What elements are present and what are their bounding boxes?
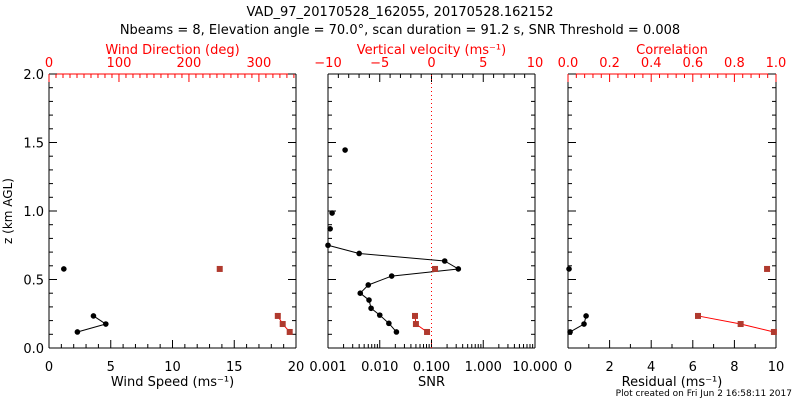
x-tick-label: 0 (45, 360, 53, 375)
data-point (342, 147, 348, 153)
data-point (567, 329, 573, 335)
x-tick-label: 8 (730, 360, 738, 375)
top-x-axis-label: Wind Direction (deg) (105, 43, 239, 58)
x-tick-label: 10 (768, 360, 785, 375)
top-x-tick-label: 100 (107, 56, 132, 71)
x-tick-label: 10.000 (512, 360, 558, 375)
series-line-segment (359, 252, 445, 262)
data-point (581, 321, 587, 327)
data-point (329, 210, 335, 216)
top-x-tick-label: 200 (177, 56, 202, 71)
y-tick-label: 2.0 (23, 68, 44, 83)
data-point (393, 329, 400, 335)
data-point (412, 321, 419, 328)
data-point (566, 266, 572, 272)
top-x-tick-label: 0.6 (682, 56, 703, 71)
x-axis-label: Residual (ms⁻¹) (622, 375, 723, 390)
top-x-tick-label: 5 (479, 56, 487, 71)
top-x-tick-label: 0.2 (599, 56, 620, 71)
y-tick-label: 0.5 (23, 274, 44, 289)
data-point (356, 250, 362, 257)
y-axis-label: z (km AGL) (1, 178, 15, 244)
y-tick-label: 0.0 (23, 342, 44, 357)
data-point (286, 328, 293, 335)
data-point (583, 313, 589, 319)
top-x-tick-label: 1.0 (766, 56, 787, 71)
x-axis-label: Wind Speed (ms⁻¹) (111, 375, 234, 390)
y-tick-label: 1.5 (23, 137, 44, 152)
data-point (770, 328, 777, 335)
data-point (274, 312, 281, 319)
data-point (695, 312, 701, 319)
x-tick-label: 5 (107, 360, 115, 375)
data-point (737, 321, 744, 328)
data-point (216, 265, 223, 272)
x-axis-label: SNR (418, 375, 445, 390)
x-tick-label: 15 (226, 360, 243, 375)
data-point (424, 328, 431, 335)
series-line-segment (391, 268, 459, 277)
x-tick-label: 20 (288, 360, 305, 375)
top-x-tick-label: 0.4 (641, 56, 662, 71)
top-x-axis-label: Vertical velocity (ms⁻¹) (357, 43, 506, 58)
data-point (327, 226, 333, 232)
series-line-segment (697, 315, 741, 325)
data-point (455, 266, 462, 272)
data-point (90, 313, 97, 319)
top-x-tick-label: −5 (370, 56, 389, 71)
top-x-tick-label: 0 (45, 56, 53, 71)
data-point (61, 266, 67, 272)
data-point (388, 273, 395, 279)
top-x-tick-label: 0 (427, 56, 435, 71)
data-point (279, 321, 286, 328)
top-x-tick-label: −10 (314, 56, 341, 71)
top-x-axis-label: Correlation (636, 43, 708, 58)
series-line-segment (327, 244, 360, 254)
x-tick-label: 1.000 (465, 360, 502, 375)
data-point (368, 305, 374, 312)
y-tick-label: 1.0 (23, 205, 44, 220)
data-point (376, 312, 383, 318)
top-x-tick-label: 0.0 (558, 56, 579, 71)
chart-subtitle: Nbeams = 8, Elevation angle = 70.0°, sca… (120, 23, 680, 38)
x-tick-label: 0.001 (309, 360, 346, 375)
data-point (432, 265, 439, 272)
top-x-tick-label: 0.8 (724, 56, 745, 71)
data-point (365, 282, 372, 288)
x-tick-label: 2 (605, 360, 613, 375)
x-tick-label: 4 (647, 360, 655, 375)
data-point (412, 312, 419, 319)
x-tick-label: 6 (689, 360, 697, 375)
plot-footer: Plot created on Fri Jun 2 16:58:11 2017 (616, 389, 792, 399)
data-point (325, 242, 331, 249)
data-point (764, 265, 771, 272)
data-point (441, 258, 448, 264)
top-x-tick-label: 300 (247, 56, 272, 71)
data-point (74, 329, 81, 335)
x-tick-label: 10 (164, 360, 181, 375)
series-line-segment (77, 323, 106, 333)
data-point (357, 290, 364, 297)
series-line-segment (368, 275, 392, 286)
series-line-segment (740, 323, 775, 333)
x-tick-label: 0.010 (361, 360, 398, 375)
data-point (386, 320, 392, 327)
data-point (103, 321, 109, 327)
top-x-tick-label: 10 (527, 56, 544, 71)
x-tick-label: 0.100 (413, 360, 450, 375)
data-point (366, 297, 372, 303)
x-tick-label: 0 (564, 360, 572, 375)
chart-title: VAD_97_20170528_162055, 20170528.162152 (247, 5, 554, 20)
